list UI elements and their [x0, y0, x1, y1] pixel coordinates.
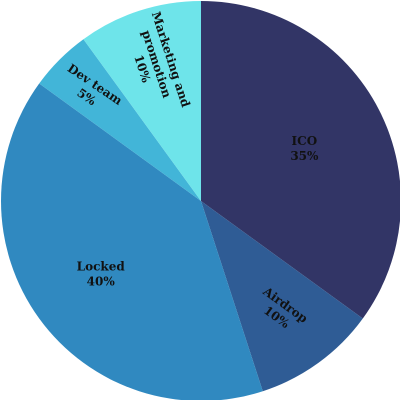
slice-name-label: ICO: [292, 134, 318, 148]
slice-percent-label: 40%: [87, 274, 116, 288]
pie-slice-marketing-and-promotion: [83, 1, 201, 201]
slice-percent-label: 35%: [290, 149, 319, 163]
slice-name-label: Locked: [77, 259, 126, 273]
pie-slice-locked: [1, 83, 263, 400]
pie-slice-airdrop: [201, 201, 363, 392]
pie-slice-dev-team: [39, 39, 202, 202]
pie-slice-ico: [201, 1, 400, 319]
